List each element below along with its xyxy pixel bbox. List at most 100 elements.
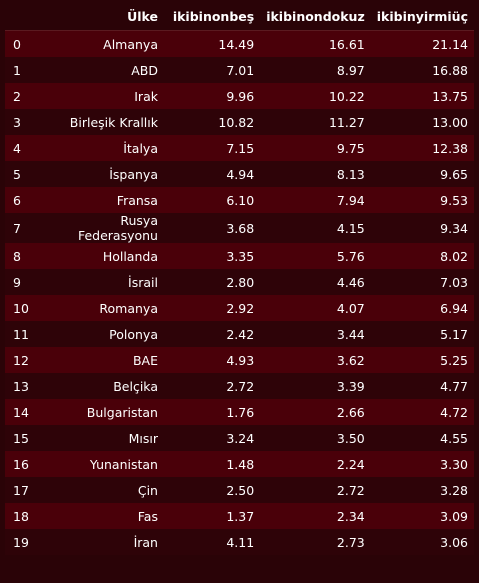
table-row: 6 Fransa 6.10 7.94 9.53 [5,187,474,213]
value-cell: 2.73 [336,534,365,550]
value-cell: 7.03 [440,274,468,290]
country-cell: İspanya [109,166,158,182]
country-cell: Romanya [99,300,158,316]
country-cell: Yunanistan [89,456,158,472]
value-cell: 3.44 [336,326,365,342]
country-cell: İsrail [128,274,158,290]
country-cell: Rusya Federasyonu [77,213,158,243]
value-cell: 14.49 [218,36,255,52]
value-cell: 4.55 [440,430,468,446]
row-index: 15 [13,430,29,446]
table-row: 13 Belçika 2.72 3.39 4.77 [5,373,474,399]
value-cell: 21.14 [432,36,468,52]
value-cell: 3.68 [226,220,255,236]
value-cell: 8.13 [336,166,365,182]
row-index: 19 [13,534,29,550]
value-cell: 13.75 [432,88,468,104]
value-cell: 4.15 [336,220,365,236]
row-index: 5 [13,166,21,182]
row-index: 2 [13,88,21,104]
country-cell: Bulgaristan [86,404,158,420]
value-cell: 2.80 [226,274,255,290]
value-cell: 6.94 [440,300,468,316]
value-cell: 2.42 [226,326,255,342]
value-cell: 7.94 [336,192,365,208]
country-cell: İran [133,534,158,550]
row-index: 0 [13,36,21,52]
value-cell: 4.93 [226,352,255,368]
value-cell: 5.17 [440,326,468,342]
value-cell: 1.76 [226,404,255,420]
value-cell: 3.09 [440,508,468,524]
value-cell: 3.28 [440,482,468,498]
country-cell: Belçika [113,378,158,394]
value-cell: 9.75 [336,140,365,156]
table-row: 5 İspanya 4.94 8.13 9.65 [5,161,474,187]
row-index: 8 [13,248,21,264]
value-cell: 4.94 [226,166,255,182]
value-cell: 4.72 [440,404,468,420]
value-cell: 4.46 [336,274,365,290]
table-row: 4 İtalya 7.15 9.75 12.38 [5,135,474,161]
value-cell: 5.76 [336,248,365,264]
value-cell: 6.10 [226,192,255,208]
table-row: 9 İsrail 2.80 4.46 7.03 [5,269,474,295]
row-index: 10 [13,300,29,316]
value-cell: 13.00 [432,114,468,130]
value-cell: 2.72 [336,482,365,498]
value-cell: 1.37 [226,508,255,524]
table-row: 1 ABD 7.01 8.97 16.88 [5,57,474,83]
row-index: 3 [13,114,21,130]
value-cell: 3.35 [226,248,255,264]
row-index: 14 [13,404,29,420]
value-cell: 7.15 [226,140,255,156]
value-cell: 2.34 [336,508,365,524]
table-row: 18 Fas 1.37 2.34 3.09 [5,503,474,529]
value-cell: 9.53 [440,192,468,208]
table-row: 15 Mısır 3.24 3.50 4.55 [5,425,474,451]
value-cell: 9.34 [440,220,468,236]
table-header: Ülke ikibinonbeş ikibinondokuz ikibinyirmiü… [5,3,474,31]
value-cell: 8.02 [440,248,468,264]
value-cell: 4.07 [336,300,365,316]
column-header: ikibinyirmiüç [370,3,474,31]
table-row: 2 Irak 9.96 10.22 13.75 [5,83,474,109]
value-cell: 9.65 [440,166,468,182]
index-header [5,3,42,31]
table-row: 3 Birleşik Krallık 10.82 11.27 13.00 [5,109,474,135]
value-cell: 9.96 [226,88,255,104]
data-table: Ülke ikibinonbeş ikibinondokuz ikibinyirmiü… [5,3,474,555]
value-cell: 2.72 [226,378,255,394]
value-cell: 16.88 [432,62,468,78]
row-index: 12 [13,352,29,368]
column-header: Ülke [41,3,164,31]
table-row: 10 Romanya 2.92 4.07 6.94 [5,295,474,321]
country-cell: İtalya [123,140,158,156]
row-index: 9 [13,274,21,290]
country-cell: Mısır [128,430,158,446]
value-cell: 8.97 [336,62,365,78]
column-header: ikibinondokuz [260,3,371,31]
country-cell: Irak [134,88,158,104]
value-cell: 4.11 [226,534,255,550]
row-index: 1 [13,62,21,78]
column-header: ikibinonbeş [163,3,261,31]
row-index: 6 [13,192,21,208]
table-row: 17 Çin 2.50 2.72 3.28 [5,477,474,503]
table-row: 7 Rusya Federasyonu 3.68 4.15 9.34 [5,213,474,243]
value-cell: 3.50 [336,430,365,446]
value-cell: 2.92 [226,300,255,316]
row-index: 18 [13,508,29,524]
value-cell: 5.25 [440,352,468,368]
table-row: 14 Bulgaristan 1.76 2.66 4.72 [5,399,474,425]
row-index: 7 [13,220,21,236]
value-cell: 2.66 [336,404,365,420]
row-index: 13 [13,378,29,394]
value-cell: 10.82 [218,114,255,130]
header-row: Ülke ikibinonbeş ikibinondokuz ikibinyirmiü… [5,3,474,31]
row-index: 17 [13,482,29,498]
country-cell: Almanya [103,36,158,52]
country-cell: Çin [137,482,158,498]
table-row: 12 BAE 4.93 3.62 5.25 [5,347,474,373]
